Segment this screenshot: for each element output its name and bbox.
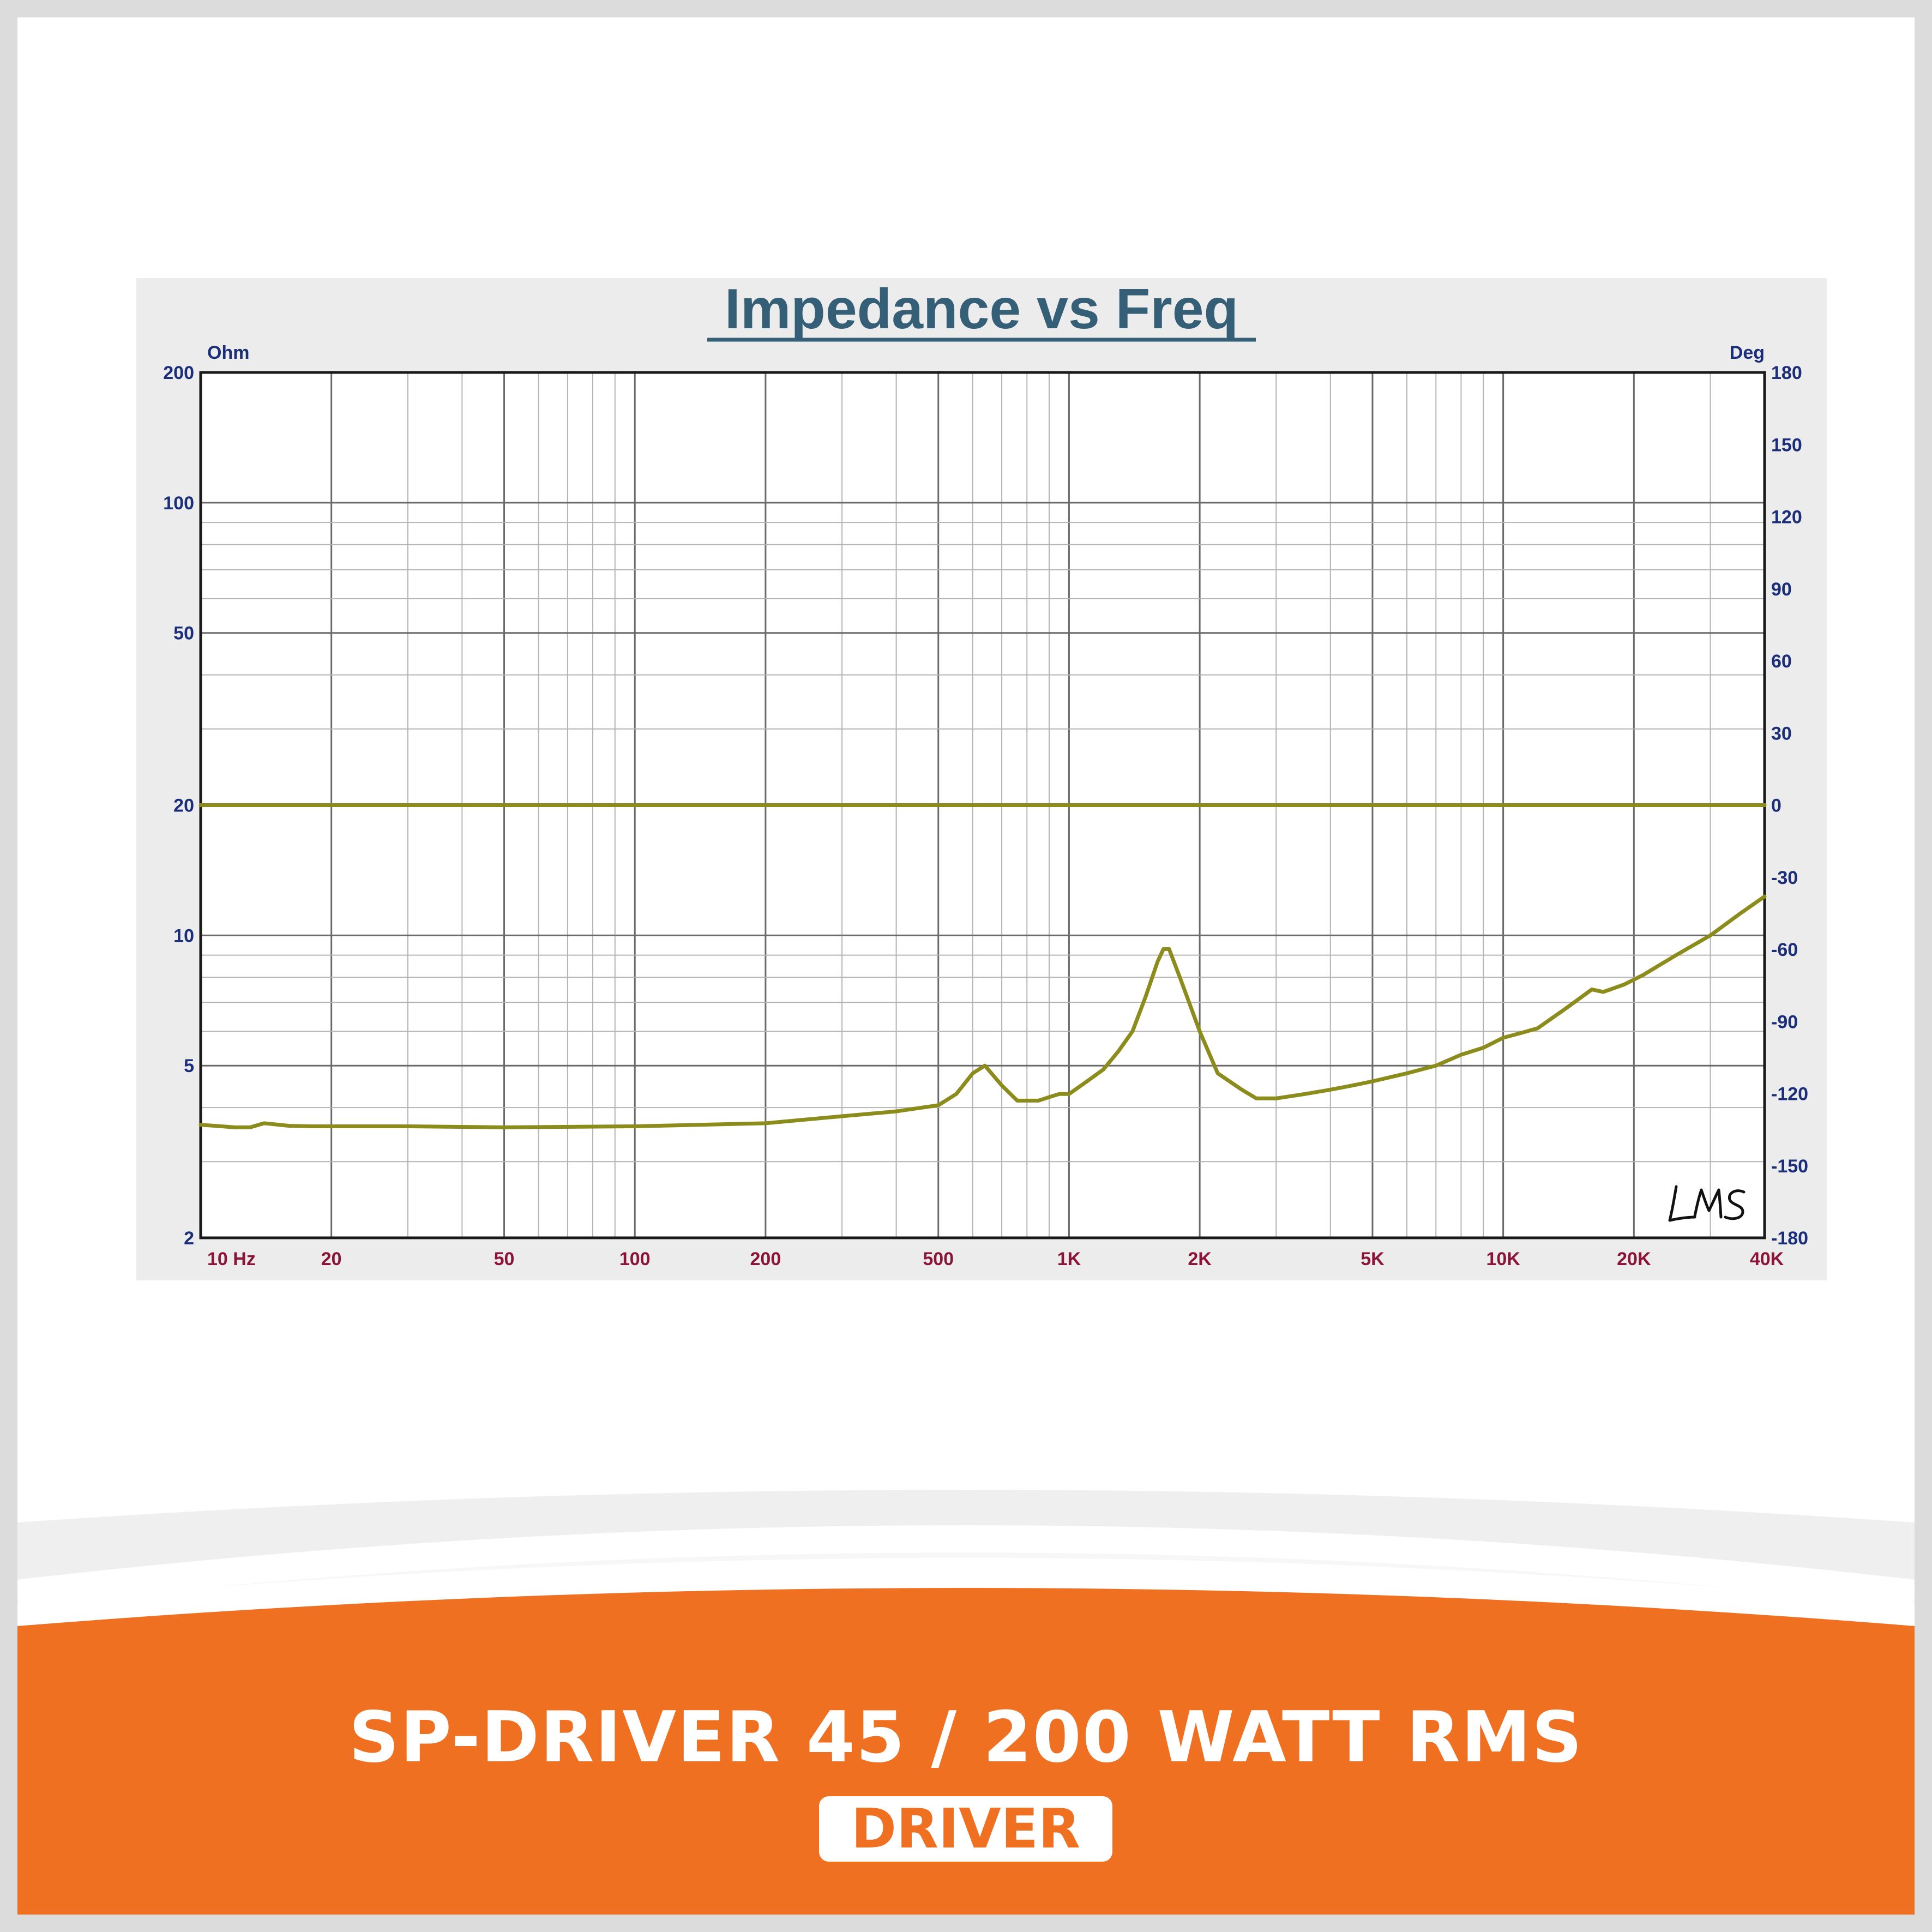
x-tick-label: 2K [1188, 1249, 1212, 1269]
x-tick-label: 50 [494, 1249, 515, 1269]
product-title: SP-DRIVER 45 / 200 WATT RMS [348, 1697, 1584, 1778]
x-tick-label: 5K [1361, 1249, 1385, 1269]
y2-tick-label: -150 [1771, 1156, 1808, 1177]
x-tick-label: 20K [1617, 1249, 1651, 1269]
x-tick-label: 100 [619, 1249, 651, 1269]
footer-band [17, 1490, 1915, 1915]
x-tick-label: 1K [1057, 1249, 1081, 1269]
lms-logo [1668, 1185, 1746, 1222]
y-tick-label: 20 [173, 796, 194, 816]
y2-tick-label: -60 [1771, 940, 1798, 960]
y-tick-label: 5 [184, 1056, 194, 1076]
right-axis-unit: Deg [1730, 342, 1765, 363]
y-tick-label: 10 [173, 925, 194, 946]
chart-panel: Impedance vs Freq Ohm Deg 10 Hz 20 50 100 20… [136, 278, 1827, 1280]
category-badge: DRIVER [819, 1796, 1112, 1862]
impedance-chart: Impedance vs Freq Ohm Deg 10 Hz 20 50 100 20… [163, 278, 1808, 1269]
x-tick-label: 500 [923, 1249, 954, 1269]
y2-tick-label: 150 [1771, 435, 1802, 455]
x-tick-label: 10K [1486, 1249, 1520, 1269]
chart-title: Impedance vs Freq [725, 278, 1238, 341]
y2-tick-label: 120 [1771, 507, 1802, 528]
y2-tick-label: -90 [1771, 1012, 1798, 1032]
y-tick-label: 2 [184, 1228, 194, 1249]
impedance-curve [198, 894, 1767, 1129]
y2-tick-label: 30 [1771, 723, 1792, 744]
x-tick-label: 200 [750, 1249, 781, 1269]
left-axis-unit: Ohm [207, 342, 249, 363]
y2-tick-label: -120 [1771, 1084, 1808, 1105]
y-tick-label: 50 [173, 623, 194, 644]
x-tick-label: 40K [1750, 1249, 1784, 1269]
y2-tick-label: -180 [1771, 1228, 1808, 1249]
product-card: Impedance vs Freq Ohm Deg 10 Hz 20 50 100 20… [17, 17, 1915, 1915]
y-tick-label: 100 [163, 493, 194, 514]
x-tick-label: 10 Hz [207, 1249, 256, 1269]
y2-tick-label: -30 [1771, 868, 1798, 888]
y-tick-label: 200 [163, 363, 194, 383]
y2-tick-label: 180 [1771, 363, 1802, 383]
y2-tick-label: 60 [1771, 651, 1792, 672]
series-layer [198, 803, 1767, 1129]
y2-tick-label: 90 [1771, 579, 1792, 600]
y2-tick-label: 0 [1771, 796, 1781, 816]
x-tick-label: 20 [321, 1249, 342, 1269]
tick-labels: 10 Hz 20 50 100 200 500 1K 2K 5K 10K 20K 40K2001005… [163, 363, 1808, 1269]
